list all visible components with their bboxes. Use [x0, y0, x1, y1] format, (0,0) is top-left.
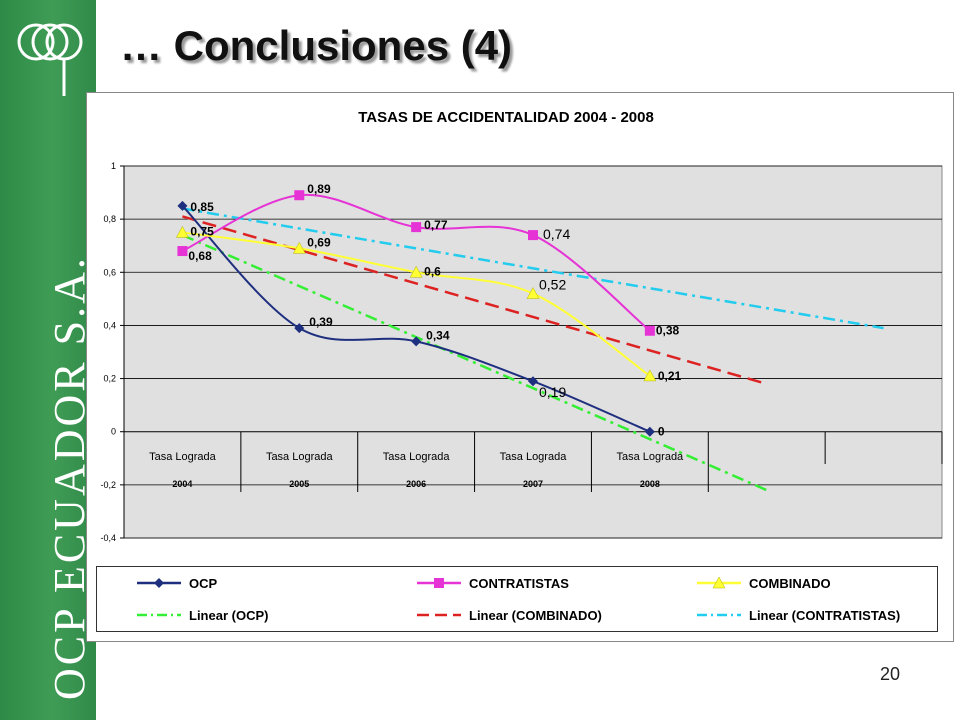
legend-swatch-contratistas	[417, 578, 461, 588]
data-label: 0,89	[307, 182, 331, 196]
legend-entry-linear-combinado: Linear (COMBINADO)	[415, 604, 602, 626]
x-tick-label: Tasa Lograda	[617, 451, 685, 463]
point-contratistas	[294, 190, 305, 201]
data-label: 0,69	[307, 235, 331, 249]
chart-title: TASAS DE ACCIDENTALIDAD 2004 - 2008	[358, 109, 654, 126]
plot-background	[123, 165, 943, 539]
point-contratistas	[177, 246, 188, 257]
trendline-2	[182, 215, 768, 386]
point-ocp	[528, 376, 538, 387]
series-line-3	[182, 231, 651, 377]
slide-title: … Conclusiones (4)	[120, 22, 513, 69]
x-tick-label: Tasa Lograda	[383, 451, 451, 463]
x-year-label: 2004	[172, 479, 192, 489]
legend-entry-ocp: OCP	[135, 572, 217, 594]
legend-label-ocp: OCP	[189, 575, 218, 591]
plot-area: 1 0,8 0,6 0,4 0,2 0 -0,2 -0,4 Tasa Lograda Tasa L…	[100, 161, 943, 543]
point-ocp	[644, 426, 655, 437]
y-tick-label: 0,4	[103, 320, 116, 330]
point-combinado	[409, 265, 423, 278]
data-label: 0,52	[539, 277, 566, 293]
point-ocp	[177, 200, 188, 211]
y-tick-label: 1	[111, 161, 116, 171]
data-label: 0,75	[190, 224, 214, 238]
data-label: 0,74	[543, 226, 570, 242]
x-year-label: 2005	[289, 479, 309, 489]
point-contratistas	[644, 325, 655, 336]
data-label: 0,19	[539, 384, 566, 400]
legend-entry-linear-ocp: Linear (OCP)	[135, 604, 268, 626]
trendline-3	[182, 207, 884, 330]
point-combinado	[643, 369, 657, 382]
legend-entry-combinado: COMBINADO	[695, 572, 831, 594]
legend-label-linear-contratistas: Linear (CONTRATISTAS)	[749, 607, 901, 623]
data-label: 0,34	[426, 328, 450, 342]
legend-swatch-linear-ocp	[137, 613, 181, 617]
y-tick-label: 0	[111, 427, 116, 437]
point-contratistas	[528, 230, 538, 241]
legend-swatch-linear-contratistas	[697, 613, 741, 617]
x-year-label: 2007	[523, 479, 543, 489]
trendline-1	[181, 233, 768, 492]
y-tick-label: 0,2	[103, 374, 116, 384]
x-year-label: 2008	[640, 479, 660, 489]
x-tick-label: Tasa Lograda	[266, 451, 334, 463]
ocp-logo-icon	[17, 23, 83, 96]
legend-entry-contratistas: CONTRATISTAS	[415, 572, 569, 594]
point-combinado	[176, 225, 189, 238]
legend-label-linear-ocp: Linear (OCP)	[189, 607, 269, 623]
accident-rate-chart: TASAS DE ACCIDENTALIDAD 2004 - 2008 1 0,8…	[100, 109, 943, 543]
sidebar-band	[0, 0, 96, 720]
point-combinado	[292, 241, 306, 254]
legend-entry-linear-contratistas: Linear (CONTRATISTAS)	[695, 604, 900, 626]
data-label: 0,21	[658, 369, 682, 383]
x-tick-label: Tasa Lograda	[149, 451, 217, 463]
y-tick-label: 0,6	[103, 267, 116, 277]
data-label: 0,68	[188, 249, 212, 263]
legend-swatch-combinado	[697, 576, 741, 589]
legend-label-linear-combinado: Linear (COMBINADO)	[469, 607, 602, 623]
point-ocp	[411, 336, 422, 347]
data-label: 0,39	[309, 315, 333, 329]
point-combinado	[526, 287, 540, 299]
y-tick-label: 0,8	[103, 214, 116, 224]
point-contratistas	[411, 222, 422, 233]
page-number: 20	[880, 664, 901, 684]
legend-swatch-ocp	[137, 578, 181, 588]
y-tick-label: -0,4	[100, 533, 116, 543]
x-year-label: 2006	[406, 479, 426, 489]
data-label: 0,85	[190, 200, 214, 214]
data-label: 0,77	[424, 218, 448, 232]
legend-swatch-linear-combinado	[417, 613, 461, 617]
x-tick-label: Tasa Lograda	[500, 451, 568, 463]
y-tick-label: -0,2	[100, 480, 116, 490]
data-label: 0,6	[424, 264, 441, 278]
data-label: 0,38	[656, 324, 680, 338]
legend-label-combinado: COMBINADO	[749, 575, 831, 591]
chart-legend: OCP CONTRATISTAS COMBINADO Linear (OCP) …	[96, 566, 938, 632]
data-label: 0	[658, 425, 665, 439]
legend-label-contratistas: CONTRATISTAS	[469, 575, 569, 591]
point-ocp	[294, 323, 305, 334]
